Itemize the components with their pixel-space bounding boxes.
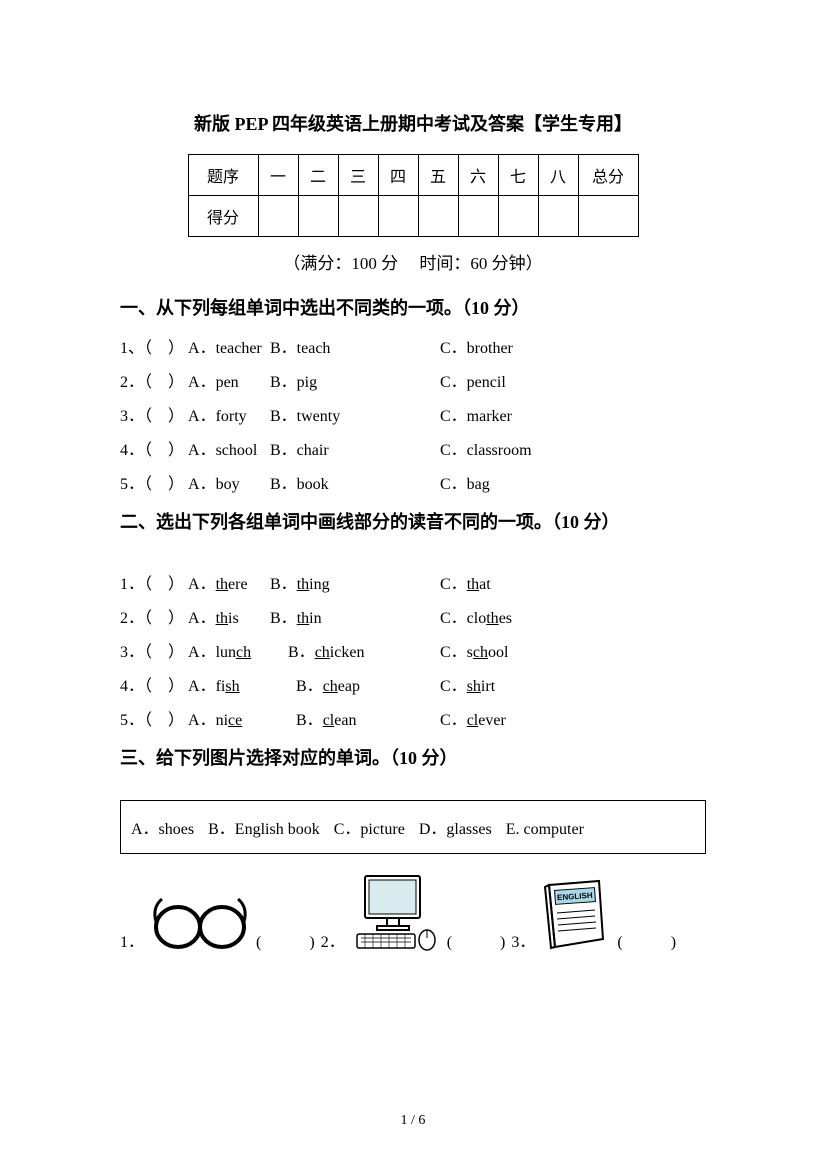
question-row: 5．（ ） A．niceB．cleanC．clever — [120, 706, 706, 730]
section-head-2: 二、选出下列各组单词中画线部分的读音不同的一项。（10 分） — [120, 508, 706, 534]
pic-num-1: 1． — [120, 928, 144, 952]
question-row: 4．（ ） A．schoolB．chairC．classroom — [120, 436, 706, 460]
answer-blank-3[interactable]: ( ) — [617, 928, 676, 952]
question-row: 4．（ ） A．fishB．cheapC．shirt — [120, 672, 706, 696]
question-row: 2．（ ） A．penB．pigC．pencil — [120, 368, 706, 392]
page-title: 新版 PEP 四年级英语上册期中考试及答案【学生专用】 — [120, 110, 706, 136]
answer-blank-2[interactable]: ( ) — [447, 928, 506, 952]
score-table: 题序 一 二 三 四 五 六 七 八 总分 得分 — [188, 154, 639, 237]
score-cell[interactable] — [298, 196, 338, 237]
question-row: 2．（ ） A．thisB．thinC．clothes — [120, 604, 706, 628]
table-col: 一 — [258, 155, 298, 196]
score-cell[interactable] — [418, 196, 458, 237]
question-row: 1．（ ） A．thereB．thingC．that — [120, 570, 706, 594]
option-c: C．picture — [334, 821, 405, 838]
english-book-icon: ENGLISH — [541, 877, 611, 952]
picture-row: 1． ( ) 2． — [120, 872, 706, 952]
score-cell[interactable] — [258, 196, 298, 237]
table-col-total: 总分 — [578, 155, 638, 196]
section-head-1: 一、从下列每组单词中选出不同类的一项。（10 分） — [120, 294, 706, 320]
score-cell[interactable] — [498, 196, 538, 237]
pic-num-3: 3． — [511, 928, 535, 952]
score-cell[interactable] — [458, 196, 498, 237]
word-options-box: A．shoes B．English book C．picture D．glass… — [120, 800, 706, 854]
table-col: 七 — [498, 155, 538, 196]
question-row: 5．（ ） A．boyB．bookC．bag — [120, 470, 706, 494]
section-head-3: 三、给下列图片选择对应的单词。（10 分） — [120, 744, 706, 770]
exam-info: （满分：100 分 时间：60 分钟） — [120, 249, 706, 274]
question-row: 3．（ ） A．fortyB．twentyC．marker — [120, 402, 706, 426]
table-col: 六 — [458, 155, 498, 196]
option-e: E. computer — [506, 821, 584, 838]
page-number: 1 / 6 — [0, 1113, 826, 1129]
table-col: 五 — [418, 155, 458, 196]
option-b: B．English book — [208, 821, 320, 838]
question-row: 1、（ ） A．teacherB．teachC．brother — [120, 334, 706, 358]
score-cell[interactable] — [378, 196, 418, 237]
question-row: 3．（ ） A．lunchB．chickenC．school — [120, 638, 706, 662]
score-cell[interactable] — [338, 196, 378, 237]
answer-blank-1[interactable]: ( ) — [256, 928, 315, 952]
score-cell[interactable] — [578, 196, 638, 237]
table-row-label: 得分 — [188, 196, 258, 237]
table-row-label: 题序 — [188, 155, 258, 196]
glasses-icon — [150, 887, 250, 952]
computer-icon — [351, 872, 441, 952]
table-col: 八 — [538, 155, 578, 196]
option-a: A．shoes — [131, 821, 194, 838]
table-col: 二 — [298, 155, 338, 196]
score-cell[interactable] — [538, 196, 578, 237]
option-d: D．glasses — [419, 821, 492, 838]
table-col: 三 — [338, 155, 378, 196]
table-col: 四 — [378, 155, 418, 196]
pic-num-2: 2． — [321, 928, 345, 952]
